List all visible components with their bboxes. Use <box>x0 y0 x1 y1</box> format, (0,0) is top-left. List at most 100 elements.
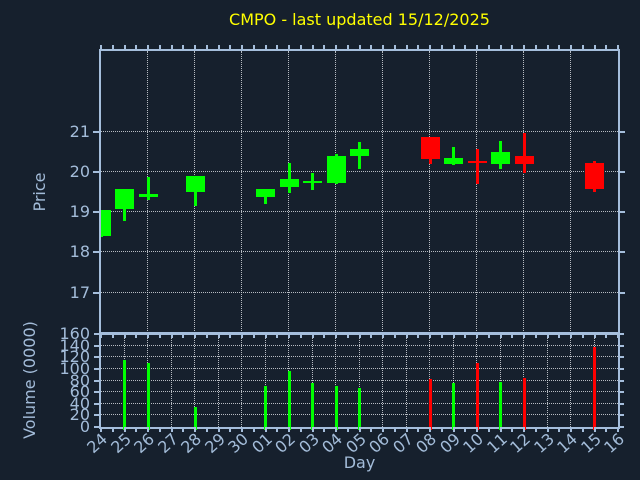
day-tick-mark <box>558 333 561 338</box>
volume-tick-mark <box>94 414 101 417</box>
day-tick-mark <box>452 45 455 51</box>
price-gridline <box>523 51 524 333</box>
day-tick-mark <box>440 427 443 432</box>
day-tick-mark <box>264 45 267 51</box>
volume-tick-label: 0 <box>79 417 90 436</box>
day-tick-mark <box>523 427 525 432</box>
price-gridline <box>476 51 477 333</box>
day-tick-mark <box>217 427 220 432</box>
volume-bar-09 <box>452 383 455 430</box>
volume-gridline <box>217 334 219 427</box>
day-tick-mark <box>182 45 185 51</box>
day-tick-mark <box>205 427 208 432</box>
day-tick-mark <box>417 333 420 338</box>
day-tick-mark <box>229 45 232 51</box>
volume-tick-mark <box>94 333 101 335</box>
volume-tick-mark <box>94 344 101 347</box>
day-tick-mark <box>158 333 161 338</box>
day-tick-mark <box>346 45 349 51</box>
price-gridline <box>101 291 618 293</box>
day-tick-mark <box>147 427 149 432</box>
volume-tick-mark <box>94 367 101 370</box>
day-tick-mark <box>217 333 220 338</box>
volume-gridline <box>241 334 242 427</box>
volume-tick-mark <box>618 333 624 335</box>
day-tick-mark <box>158 427 161 432</box>
day-tick-mark <box>123 45 126 51</box>
day-tick-mark <box>429 45 431 51</box>
day-tick-mark <box>511 333 514 338</box>
day-tick-mark <box>205 45 208 51</box>
day-tick-mark <box>476 45 478 51</box>
day-tick-mark <box>323 427 326 432</box>
day-tick-mark <box>617 45 619 51</box>
volume-gridline <box>311 334 313 427</box>
price-gridline <box>101 251 618 253</box>
candle-body-10 <box>467 160 487 164</box>
day-tick-mark <box>476 427 478 432</box>
day-tick-mark <box>417 427 420 432</box>
day-tick-mark <box>346 427 349 432</box>
day-tick-mark <box>464 333 467 338</box>
day-tick-mark <box>452 427 455 432</box>
volume-tick-mark <box>618 426 624 428</box>
day-tick-mark <box>229 427 232 432</box>
day-tick-mark <box>205 333 208 338</box>
day-tick-mark <box>440 45 443 51</box>
day-tick-mark <box>581 333 584 338</box>
day-tick-mark <box>358 333 361 338</box>
volume-gridline <box>335 334 336 427</box>
day-tick-mark <box>147 333 149 338</box>
price-tick-label: 21 <box>69 121 90 141</box>
price-gridline <box>429 51 430 333</box>
day-tick-mark <box>464 427 467 432</box>
candle-wick-09 <box>452 146 455 165</box>
price-gridline <box>241 51 242 333</box>
candle-body-11 <box>491 151 510 165</box>
day-tick-mark <box>358 427 361 432</box>
day-tick-mark <box>135 333 138 338</box>
candle-body-12 <box>514 155 534 165</box>
day-tick-mark <box>335 45 337 51</box>
volume-bar-15 <box>593 346 596 430</box>
day-tick-mark <box>358 45 361 51</box>
day-tick-mark <box>194 333 196 338</box>
day-tick-mark <box>558 45 561 51</box>
day-tick-mark <box>299 333 302 338</box>
volume-gridline <box>170 334 172 427</box>
day-tick-mark <box>605 45 608 51</box>
candle-body-08 <box>420 136 440 160</box>
candle-wick-12 <box>522 132 526 174</box>
day-tick-mark <box>170 45 173 51</box>
volume-bar-28 <box>193 406 197 430</box>
day-tick-mark <box>158 45 161 51</box>
day-tick-mark <box>593 427 596 432</box>
day-tick-mark <box>405 45 408 51</box>
day-tick-mark <box>241 333 243 338</box>
price-gridline <box>382 51 383 333</box>
candle-body-04 <box>326 155 346 183</box>
day-tick-mark <box>393 45 396 51</box>
volume-bar-12 <box>522 378 526 430</box>
candle-body-05 <box>350 148 369 156</box>
price-gridline <box>101 211 618 213</box>
day-tick-mark <box>299 45 302 51</box>
day-tick-mark <box>605 333 608 338</box>
candle-body-09 <box>444 157 463 164</box>
candle-body-24 <box>101 210 111 237</box>
day-tick-mark <box>487 427 490 432</box>
price-gridline <box>570 51 571 333</box>
day-tick-mark <box>170 333 173 338</box>
day-tick-mark <box>182 333 185 338</box>
volume-tick-label: 160 <box>59 324 90 343</box>
day-tick-mark <box>382 333 384 338</box>
candle-body-02 <box>279 178 299 188</box>
day-tick-mark <box>100 45 102 51</box>
volume-bar-04 <box>334 385 338 430</box>
day-tick-mark <box>217 45 220 51</box>
day-tick-mark <box>570 427 572 432</box>
day-tick-mark <box>276 427 279 432</box>
volume-bar-11 <box>499 382 502 430</box>
day-tick-mark <box>440 333 443 338</box>
day-tick-mark <box>605 427 608 432</box>
